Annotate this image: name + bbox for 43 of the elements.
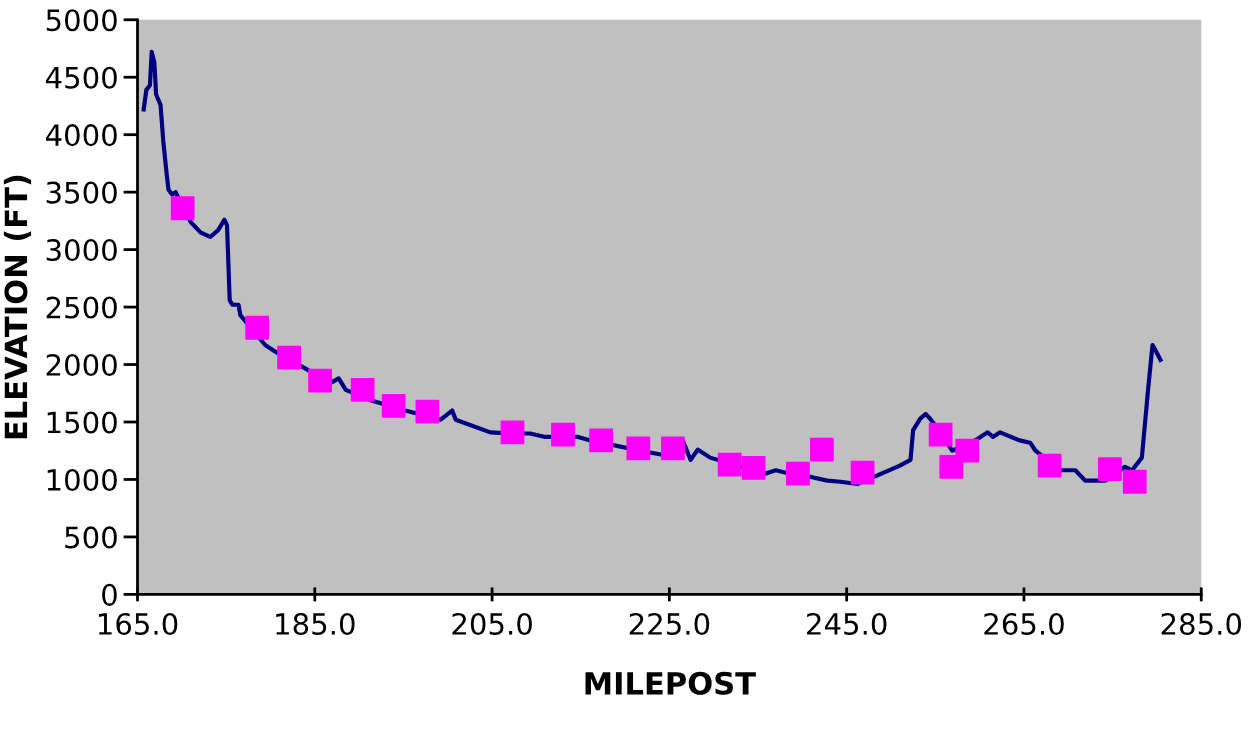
point xyxy=(415,399,440,424)
point xyxy=(308,368,333,393)
y-tick-label: 5000 xyxy=(46,9,117,32)
point xyxy=(1122,469,1147,494)
line-series xyxy=(141,49,1163,487)
point xyxy=(741,456,766,480)
point xyxy=(809,437,834,462)
x-tick-label: 245.0 xyxy=(807,612,887,636)
y-tick-label: 0 xyxy=(102,583,117,606)
y-tick-label: 3500 xyxy=(46,181,117,204)
x-tick-label: 205.0 xyxy=(452,612,532,636)
point xyxy=(955,438,980,463)
x-tick-label: 165.0 xyxy=(98,612,178,636)
y-tick-label: 2000 xyxy=(46,353,117,377)
x-axis-title: MILEPOST xyxy=(585,671,756,695)
y-axis-title: ELEVATION (FT) xyxy=(3,175,32,439)
y-tick-label: 4000 xyxy=(45,124,117,147)
point xyxy=(551,422,575,447)
y-tick-label: 1500 xyxy=(47,411,117,434)
point xyxy=(170,196,195,221)
x-tick-label: 265.0 xyxy=(984,612,1064,636)
point xyxy=(850,460,875,485)
point xyxy=(928,422,953,447)
y-tick-label: 2500 xyxy=(46,296,117,319)
point xyxy=(350,377,375,402)
y-tick-label: 4500 xyxy=(45,66,117,89)
point xyxy=(277,345,301,370)
point xyxy=(1037,453,1062,478)
point xyxy=(1098,457,1122,482)
x-tick-label: 285.0 xyxy=(1161,612,1242,636)
point xyxy=(500,420,525,445)
point xyxy=(661,436,685,461)
point xyxy=(245,315,270,340)
x-tick-label: 185.0 xyxy=(276,612,355,636)
y-tick-label: 500 xyxy=(65,526,117,549)
point xyxy=(589,428,614,453)
point xyxy=(786,461,810,486)
x-tick-label: 225.0 xyxy=(629,612,710,636)
point xyxy=(626,436,651,461)
y-tick-label: 3000 xyxy=(46,239,117,262)
y-tick-label: 1000 xyxy=(47,468,117,491)
point xyxy=(717,452,742,477)
point xyxy=(381,394,406,418)
